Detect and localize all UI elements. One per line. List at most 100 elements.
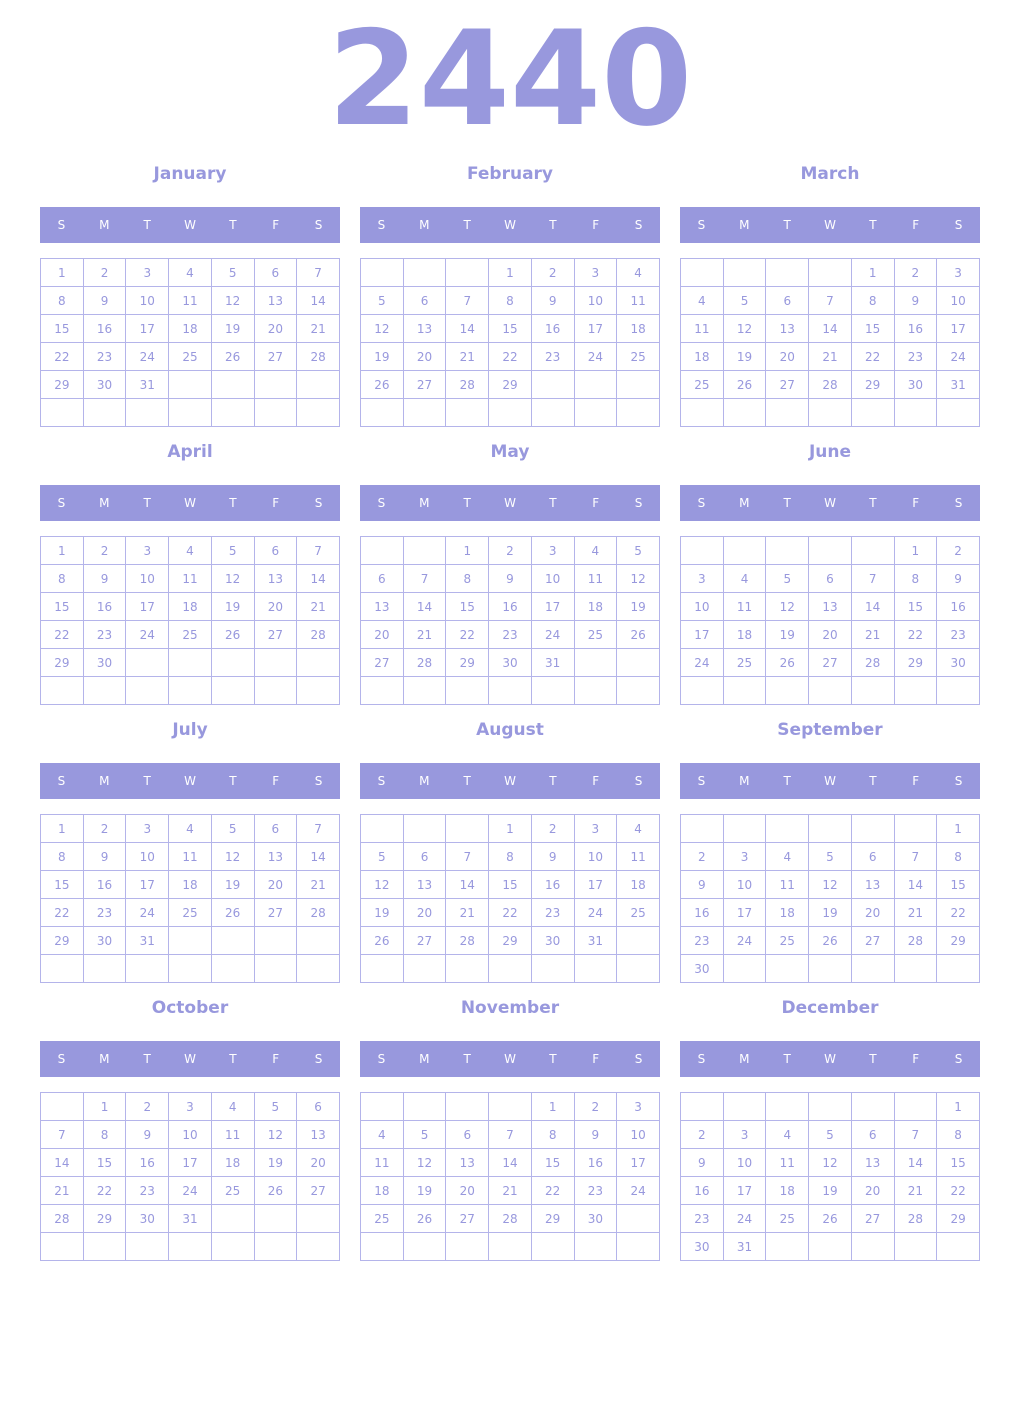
- day-cell: 17: [125, 592, 170, 621]
- week-row: 4 5 6 7 8 9 10: [680, 286, 980, 315]
- day-cell: 22: [893, 620, 938, 649]
- empty-day-cell: [893, 1092, 938, 1121]
- day-cell: 30: [680, 1232, 724, 1261]
- day-cell: 28: [402, 648, 447, 677]
- empty-day-cell: [530, 1232, 575, 1261]
- day-cell: 24: [573, 342, 618, 371]
- day-cell: 19: [253, 1148, 298, 1177]
- day-cell: 29: [40, 926, 84, 955]
- weekday-label: T: [143, 496, 151, 510]
- day-cell: 15: [893, 592, 938, 621]
- day-cell: 2: [893, 258, 938, 287]
- day-cell: 16: [530, 870, 575, 899]
- empty-day-cell: [360, 1232, 404, 1261]
- day-cell: 3: [168, 1092, 212, 1121]
- day-cell: 17: [722, 898, 767, 927]
- day-cell: 21: [296, 314, 340, 343]
- weekday-label: F: [592, 1052, 600, 1066]
- empty-day-cell: [808, 676, 852, 705]
- weekday-label: T: [229, 496, 237, 510]
- day-cell: 13: [402, 870, 447, 899]
- empty-day-cell: [445, 814, 490, 843]
- day-cell: 3: [125, 814, 170, 843]
- day-cell: 23: [936, 620, 980, 649]
- day-cell: 9: [488, 564, 532, 593]
- day-cell: 12: [210, 286, 255, 315]
- weekday-label: S: [634, 1052, 643, 1066]
- day-cell: 9: [936, 564, 980, 593]
- month-title: October: [151, 998, 229, 1018]
- empty-day-cell: [210, 1204, 255, 1233]
- day-cell: 9: [680, 1148, 724, 1177]
- day-cell: 30: [82, 370, 127, 399]
- day-cell: 1: [40, 814, 84, 843]
- week-row: 8 9 10 11 12 13 14: [40, 564, 340, 593]
- day-cell: 25: [168, 898, 212, 927]
- weekday-label: T: [143, 218, 151, 232]
- empty-day-cell: [722, 258, 767, 287]
- empty-day-cell: [722, 954, 767, 983]
- day-cell: 29: [445, 648, 490, 677]
- empty-day-cell: [722, 676, 767, 705]
- day-cell: 20: [850, 1176, 895, 1205]
- week-row: 9 10 11 12 13 14 15: [680, 870, 980, 899]
- day-cell: 4: [722, 564, 767, 593]
- weekday-label: T: [229, 774, 237, 788]
- day-cell: 15: [850, 314, 895, 343]
- week-row: [360, 954, 660, 983]
- week-row: 24 25 26 27 28 29 30: [680, 648, 980, 677]
- day-cell: 4: [168, 258, 212, 287]
- day-cell: 5: [210, 814, 255, 843]
- day-cell: 22: [488, 342, 532, 371]
- day-cell: 30: [82, 648, 127, 677]
- empty-day-cell: [573, 398, 618, 427]
- empty-day-cell: [616, 676, 660, 705]
- empty-day-cell: [530, 954, 575, 983]
- empty-day-cell: [253, 676, 298, 705]
- month-title: June: [808, 442, 852, 462]
- day-cell: 4: [616, 814, 660, 843]
- day-cell: 16: [125, 1148, 170, 1177]
- empty-day-cell: [168, 398, 212, 427]
- empty-day-cell: [402, 398, 447, 427]
- week-row: 11 12 13 14 15 16 17: [360, 1148, 660, 1177]
- week-row: [360, 1232, 660, 1261]
- day-cell: 19: [360, 342, 404, 371]
- day-cell: 9: [125, 1120, 170, 1149]
- day-cell: 19: [808, 1176, 852, 1205]
- empty-day-cell: [808, 954, 852, 983]
- empty-day-cell: [402, 258, 447, 287]
- empty-day-cell: [168, 676, 212, 705]
- day-cell: 29: [530, 1204, 575, 1233]
- month-title: January: [153, 164, 227, 184]
- day-cell: 27: [808, 648, 852, 677]
- empty-day-cell: [765, 954, 810, 983]
- week-row: 28 29 30 31: [40, 1204, 340, 1233]
- empty-day-cell: [402, 954, 447, 983]
- day-cell: 4: [168, 814, 212, 843]
- day-cell: 21: [296, 592, 340, 621]
- day-cell: 16: [680, 1176, 724, 1205]
- month-march: March S M T W T F S 1 2 3 4 5 6 7 8 9 10 11 12 13 14 15 16 17 18 1…: [680, 160, 980, 430]
- day-cell: 13: [296, 1120, 340, 1149]
- day-cell: 22: [488, 898, 532, 927]
- day-cell: 8: [40, 564, 84, 593]
- day-cell: 7: [488, 1120, 532, 1149]
- empty-day-cell: [893, 954, 938, 983]
- weekday-label: S: [57, 774, 66, 788]
- day-cell: 5: [808, 842, 852, 871]
- day-cell: 25: [210, 1176, 255, 1205]
- weekday-label: T: [783, 218, 791, 232]
- day-cell: 12: [616, 564, 660, 593]
- day-cell: 6: [402, 286, 447, 315]
- empty-day-cell: [850, 814, 895, 843]
- day-cell: 14: [488, 1148, 532, 1177]
- day-cell: 21: [40, 1176, 84, 1205]
- day-cell: 27: [296, 1176, 340, 1205]
- day-grid: 1 2 3 4 5 6 7 8 9 10 11 12 13 14 15 16 17 18 19 20 21 22 23 24 2…: [40, 258, 340, 427]
